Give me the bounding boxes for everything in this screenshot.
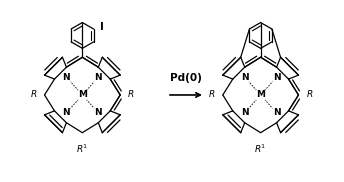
Text: Pd(0): Pd(0) xyxy=(170,73,202,83)
Text: N: N xyxy=(273,108,280,117)
Text: $R^1$: $R^1$ xyxy=(76,143,89,155)
Text: R: R xyxy=(128,90,135,100)
Text: N: N xyxy=(63,73,70,82)
Text: $R^1$: $R^1$ xyxy=(255,143,267,155)
Text: R: R xyxy=(307,90,313,100)
Text: R: R xyxy=(208,90,215,100)
Text: M: M xyxy=(256,90,265,100)
Text: N: N xyxy=(241,108,248,117)
Text: N: N xyxy=(63,108,70,117)
Text: N: N xyxy=(273,73,280,82)
Text: M: M xyxy=(78,90,87,100)
Text: N: N xyxy=(95,73,102,82)
Text: N: N xyxy=(241,73,248,82)
Text: N: N xyxy=(95,108,102,117)
Text: R: R xyxy=(30,90,36,100)
Text: I: I xyxy=(99,22,104,32)
